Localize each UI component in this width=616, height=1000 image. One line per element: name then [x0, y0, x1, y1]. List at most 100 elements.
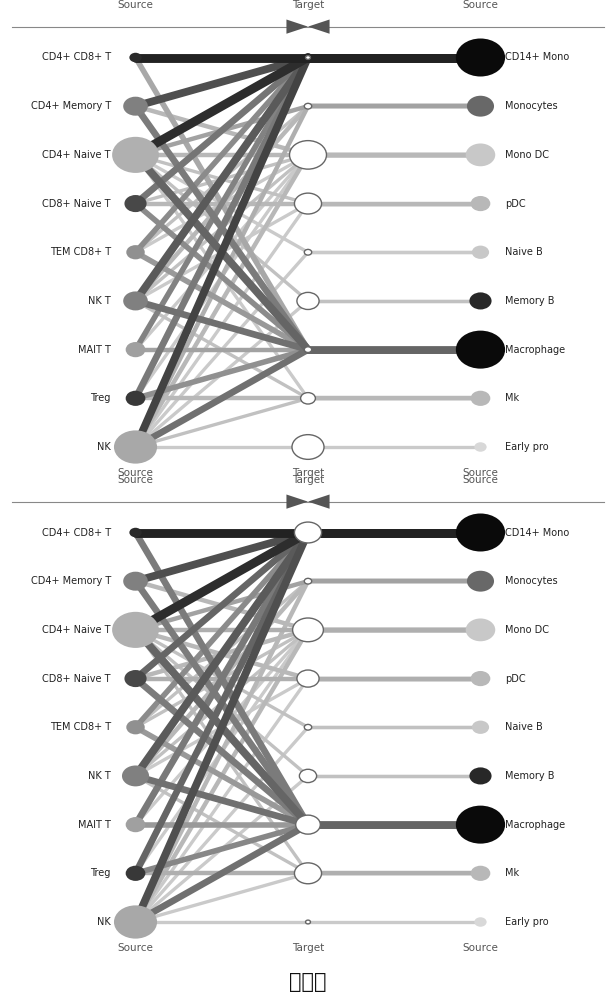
Text: Mono DC: Mono DC [505, 150, 549, 160]
Circle shape [304, 249, 312, 255]
Circle shape [304, 578, 312, 584]
Text: Source: Source [118, 475, 153, 485]
Text: NK T: NK T [88, 771, 111, 781]
Circle shape [471, 671, 490, 686]
Text: Naive B: Naive B [505, 247, 543, 257]
Circle shape [456, 806, 505, 844]
Circle shape [294, 863, 322, 884]
Text: Mono DC: Mono DC [505, 625, 549, 635]
Text: Macrophage: Macrophage [505, 820, 565, 830]
Circle shape [124, 670, 147, 687]
Text: Monocytes: Monocytes [505, 576, 557, 586]
Text: MAIT T: MAIT T [78, 820, 111, 830]
Circle shape [114, 430, 157, 464]
Circle shape [471, 196, 490, 211]
Circle shape [474, 917, 487, 927]
Circle shape [297, 670, 319, 687]
Circle shape [456, 514, 505, 552]
Circle shape [304, 724, 312, 730]
Circle shape [301, 393, 315, 404]
Circle shape [306, 920, 310, 924]
Text: Source: Source [463, 475, 498, 485]
Text: Treg: Treg [91, 393, 111, 403]
Text: Treg: Treg [91, 868, 111, 878]
Text: CD14+ Mono: CD14+ Mono [505, 528, 569, 538]
Circle shape [466, 618, 495, 641]
Text: Memory B: Memory B [505, 771, 554, 781]
Text: NK T: NK T [88, 296, 111, 306]
Text: pDC: pDC [505, 199, 525, 209]
Text: CD14+ Mono: CD14+ Mono [505, 52, 569, 62]
Polygon shape [286, 494, 308, 509]
Circle shape [469, 767, 492, 784]
Text: CD4+ CD8+ T: CD4+ CD8+ T [42, 52, 111, 62]
Text: pDC: pDC [505, 674, 525, 684]
Text: Source: Source [118, 0, 153, 10]
Text: Mk: Mk [505, 868, 519, 878]
Text: CD8+ Naive T: CD8+ Naive T [43, 199, 111, 209]
Text: NK: NK [97, 442, 111, 452]
Text: Source: Source [463, 468, 498, 478]
Circle shape [296, 815, 320, 834]
Text: Early pro: Early pro [505, 917, 549, 927]
Circle shape [126, 342, 145, 357]
Text: TEM CD8+ T: TEM CD8+ T [50, 722, 111, 732]
Text: Early pro: Early pro [505, 442, 549, 452]
Circle shape [123, 291, 148, 310]
Text: Memory B: Memory B [505, 296, 554, 306]
Circle shape [304, 347, 312, 352]
Circle shape [122, 765, 149, 786]
Text: Source: Source [463, 0, 498, 10]
Text: Naive B: Naive B [505, 722, 543, 732]
Circle shape [126, 245, 145, 259]
Polygon shape [286, 19, 308, 34]
Circle shape [456, 38, 505, 77]
Circle shape [123, 97, 148, 116]
Circle shape [472, 246, 489, 259]
Circle shape [471, 866, 490, 881]
Circle shape [112, 137, 159, 173]
Text: Target: Target [292, 475, 324, 485]
Circle shape [297, 292, 319, 309]
Polygon shape [308, 19, 330, 34]
Text: Target: Target [292, 0, 324, 10]
Circle shape [466, 143, 495, 166]
Circle shape [294, 193, 322, 214]
Circle shape [126, 866, 145, 881]
Circle shape [126, 817, 145, 832]
Text: CD4+ Memory T: CD4+ Memory T [31, 101, 111, 111]
Text: CD4+ CD8+ T: CD4+ CD8+ T [42, 528, 111, 538]
Text: Monocytes: Monocytes [505, 101, 557, 111]
Circle shape [472, 721, 489, 734]
Circle shape [469, 292, 492, 309]
Circle shape [290, 141, 326, 169]
Text: Target: Target [292, 943, 324, 953]
Text: TEM CD8+ T: TEM CD8+ T [50, 247, 111, 257]
Text: Mk: Mk [505, 393, 519, 403]
Circle shape [123, 572, 148, 591]
Text: Source: Source [118, 943, 153, 953]
Circle shape [467, 96, 494, 117]
Text: Macrophage: Macrophage [505, 345, 565, 355]
Circle shape [112, 612, 159, 648]
Text: CD4+ Naive T: CD4+ Naive T [43, 150, 111, 160]
Circle shape [306, 56, 310, 59]
Circle shape [471, 391, 490, 406]
Circle shape [456, 331, 505, 369]
Circle shape [114, 905, 157, 939]
Circle shape [474, 442, 487, 452]
Circle shape [129, 528, 142, 537]
Text: Target: Target [292, 468, 324, 478]
Circle shape [304, 103, 312, 109]
Polygon shape [308, 494, 330, 509]
Text: 健康者: 健康者 [290, 972, 326, 992]
Text: MAIT T: MAIT T [78, 345, 111, 355]
Text: CD4+ Memory T: CD4+ Memory T [31, 576, 111, 586]
Circle shape [129, 53, 142, 62]
Circle shape [292, 435, 324, 459]
Text: CD4+ Naive T: CD4+ Naive T [43, 625, 111, 635]
Circle shape [124, 195, 147, 212]
Circle shape [293, 618, 323, 642]
Circle shape [126, 720, 145, 734]
Circle shape [467, 571, 494, 592]
